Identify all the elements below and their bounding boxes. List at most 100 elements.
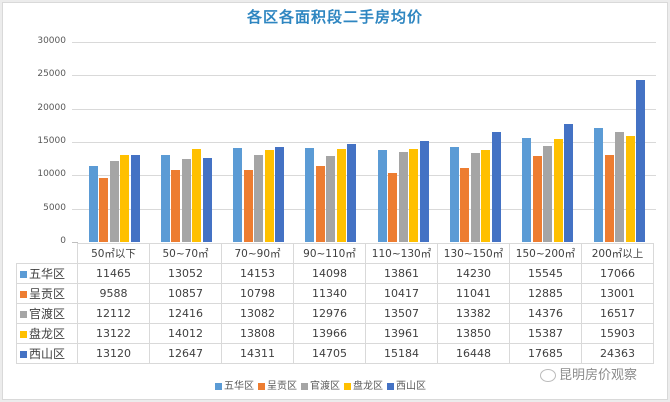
y-tick-label: 15000 xyxy=(37,136,66,146)
bar xyxy=(636,79,646,242)
category-group xyxy=(377,42,429,242)
table-cell: 10857 xyxy=(149,283,222,304)
table-cell: 14230 xyxy=(437,263,510,284)
table-cell: 14311 xyxy=(221,343,294,364)
bar xyxy=(315,166,325,242)
series-label: 呈贡区 xyxy=(16,283,78,304)
table-cell: 10417 xyxy=(365,283,438,304)
table-cell: 13861 xyxy=(365,263,438,284)
legend-swatch-icon xyxy=(20,311,27,318)
category-group xyxy=(160,42,212,242)
bar xyxy=(594,128,604,242)
legend-swatch-icon xyxy=(20,291,27,298)
legend-swatch-icon xyxy=(301,382,308,390)
series-label: 盘龙区 xyxy=(16,323,78,344)
bar xyxy=(564,124,574,242)
category-header: 110~130㎡ xyxy=(365,243,438,264)
legend-swatch-icon xyxy=(20,271,27,278)
table-cell: 11465 xyxy=(77,263,150,284)
bar xyxy=(88,165,98,242)
table-cell: 13966 xyxy=(293,323,366,344)
bar xyxy=(243,170,253,242)
bar xyxy=(254,154,264,242)
table-cell: 11041 xyxy=(437,283,510,304)
category-header: 130~150㎡ xyxy=(437,243,510,264)
legend-swatch-icon xyxy=(215,382,222,390)
legend-swatch-icon xyxy=(344,382,351,390)
table-cell: 13001 xyxy=(581,283,654,304)
table-cell: 13120 xyxy=(77,343,150,364)
category-group xyxy=(305,42,357,242)
x-axis-line xyxy=(72,242,78,243)
bar xyxy=(109,161,119,242)
table-cell: 16517 xyxy=(581,303,654,324)
bar xyxy=(326,155,336,242)
bar xyxy=(347,143,357,242)
bar xyxy=(553,139,563,242)
table-cell: 14098 xyxy=(293,263,366,284)
table-cell: 13961 xyxy=(365,323,438,344)
bar xyxy=(543,146,553,242)
legend-swatch-icon xyxy=(258,382,265,390)
bar xyxy=(377,149,387,242)
category-header: 200㎡以上 xyxy=(581,243,654,264)
gridline xyxy=(72,142,656,143)
table-cell: 17066 xyxy=(581,263,654,284)
watermark: 昆明房价观察 xyxy=(540,364,637,383)
category-header: 150~200㎡ xyxy=(509,243,582,264)
data-table: 50㎡以下 50~70㎡ 70~90㎡ 90~110㎡ 110~130㎡ 130~150㎡… xyxy=(16,243,654,364)
category-group xyxy=(522,42,574,242)
table-cell: 13808 xyxy=(221,323,294,344)
table-row: 呈贡区 9588 10857 10798 11340 10417 11041 12885 130… xyxy=(16,283,654,304)
bar xyxy=(532,156,542,242)
table-cell: 13382 xyxy=(437,303,510,324)
legend-swatch-icon xyxy=(20,351,27,358)
table-cell: 13052 xyxy=(149,263,222,284)
table-cell: 14376 xyxy=(509,303,582,324)
table-cell: 24363 xyxy=(581,343,654,364)
table-row: 官渡区 12112 12416 13082 12976 13507 13382 14376 16… xyxy=(16,303,654,324)
bar xyxy=(409,148,419,242)
legend-item: 盘龙区 xyxy=(344,377,383,392)
y-tick-label: 0 xyxy=(60,236,66,246)
table-cell: 13850 xyxy=(437,323,510,344)
table-cell: 12885 xyxy=(509,283,582,304)
table-header-row: 50㎡以下 50~70㎡ 70~90㎡ 90~110㎡ 110~130㎡ 130~150㎡… xyxy=(16,243,654,264)
bar xyxy=(419,140,429,242)
category-group xyxy=(594,42,646,242)
bar xyxy=(181,159,191,242)
bar xyxy=(336,148,346,242)
gridline xyxy=(72,175,656,177)
wechat-icon xyxy=(540,369,556,382)
table-cell: 13507 xyxy=(365,303,438,324)
bar xyxy=(481,149,491,242)
series-label: 西山区 xyxy=(16,343,78,364)
legend-item: 呈贡区 xyxy=(258,377,297,392)
bar xyxy=(120,154,130,242)
category-header: 70~90㎡ xyxy=(221,243,294,264)
legend-item: 官渡区 xyxy=(301,377,340,392)
bar xyxy=(398,151,408,242)
y-tick-label: 5000 xyxy=(43,202,66,213)
y-tick-label: 10000 xyxy=(37,169,66,180)
table-cell: 14705 xyxy=(293,343,366,364)
table-cell: 12976 xyxy=(293,303,366,324)
bar xyxy=(604,155,614,242)
table-cell: 12647 xyxy=(149,343,222,364)
legend-item: 西山区 xyxy=(387,377,426,392)
series-label: 官渡区 xyxy=(16,303,78,324)
table-body: 五华区 11465 13052 14153 14098 13861 14230 15545 17… xyxy=(16,263,654,364)
y-tick-label: 30000 xyxy=(37,36,66,46)
bar xyxy=(491,132,501,242)
chart-title: 各区各面积段二手房均价 xyxy=(246,8,423,26)
table-cell: 13082 xyxy=(221,303,294,324)
plot-area xyxy=(78,42,656,242)
bar xyxy=(615,131,625,242)
bar xyxy=(171,169,181,242)
bar xyxy=(522,138,532,242)
category-group xyxy=(88,42,140,242)
table-cell: 12416 xyxy=(149,303,222,324)
table-corner xyxy=(16,243,78,264)
watermark-text: 昆明房价观察 xyxy=(559,368,638,383)
table-cell: 11340 xyxy=(293,283,366,304)
